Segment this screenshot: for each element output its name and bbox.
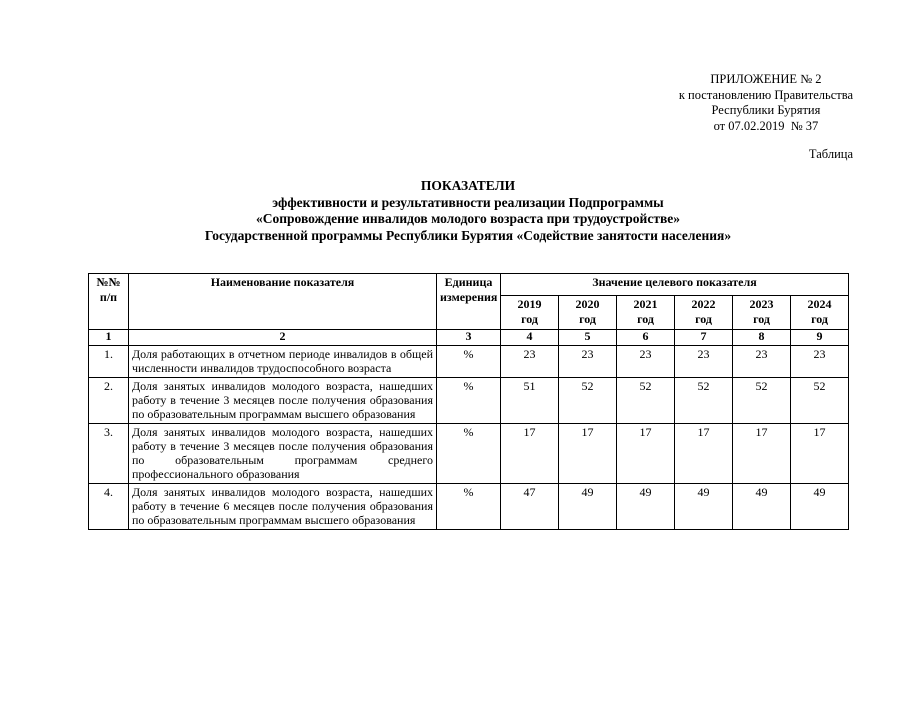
value-cell-2022: 52: [674, 377, 733, 424]
column-number-cell: 1: [88, 329, 129, 346]
value-cell-2021: 49: [616, 483, 675, 530]
value-cell-2023: 49: [732, 483, 791, 530]
column-number-cell: 7: [674, 329, 733, 346]
value-cell-2019: 47: [500, 483, 559, 530]
value-cell-2023: 52: [732, 377, 791, 424]
row-number-cell: 3.: [88, 423, 129, 484]
col-header-unit: Единица измерения: [436, 273, 501, 330]
column-number-cell: 6: [616, 329, 675, 346]
document-title: ПОКАЗАТЕЛИ эффективности и результативно…: [88, 178, 848, 244]
col-header-year-2019: 2019 год: [500, 295, 559, 330]
indicator-name-cell: Доля занятых инвалидов молодого возраста…: [128, 483, 437, 530]
col-header-year-2020: 2020 год: [558, 295, 617, 330]
column-number-cell: 9: [790, 329, 849, 346]
title-line: ПОКАЗАТЕЛИ: [420, 178, 516, 193]
table-row: 4. Доля занятых инвалидов молодого возра…: [88, 483, 849, 530]
value-cell-2021: 17: [616, 423, 675, 484]
column-number-cell: 3: [436, 329, 501, 346]
table-row: 3. Доля занятых инвалидов молодого возра…: [88, 423, 849, 484]
appendix-line: Республики Бурятия: [711, 103, 821, 117]
value-cell-2024: 49: [790, 483, 849, 530]
row-number-cell: 4.: [88, 483, 129, 530]
table-header-row-2: 2019 год 2020 год 2021 год 2022 год 2023…: [89, 295, 849, 330]
indicators-table: №№ п/п Наименование показателя Единица и…: [88, 273, 849, 530]
col-header-value-group: Значение целевого показателя: [500, 273, 849, 296]
value-cell-2019: 51: [500, 377, 559, 424]
row-number-cell: 1.: [88, 345, 129, 378]
value-cell-2021: 52: [616, 377, 675, 424]
column-number-cell: 4: [500, 329, 559, 346]
column-number-cell: 8: [732, 329, 791, 346]
column-number-cell: 2: [128, 329, 437, 346]
unit-cell: %: [436, 345, 501, 378]
unit-cell: %: [436, 483, 501, 530]
value-cell-2019: 17: [500, 423, 559, 484]
table-row: 1. Доля работающих в отчетном периоде ин…: [88, 345, 849, 378]
column-numbers-row: 1 2 3 4 5 6 7 8 9: [88, 329, 849, 346]
table-label: Таблица: [808, 147, 853, 161]
value-cell-2022: 49: [674, 483, 733, 530]
col-header-year-2023: 2023 год: [732, 295, 791, 330]
col-header-name: Наименование показателя: [128, 273, 437, 330]
value-cell-2022: 17: [674, 423, 733, 484]
appendix-line: ПРИЛОЖЕНИЕ № 2: [710, 72, 822, 86]
unit-cell: %: [436, 423, 501, 484]
document-page: ПРИЛОЖЕНИЕ № 2 к постановлению Правитель…: [0, 72, 905, 712]
appendix-line: к постановлению Правительства: [678, 87, 853, 102]
value-cell-2020: 49: [558, 483, 617, 530]
indicator-name-cell: Доля работающих в отчетном периоде инвал…: [128, 345, 437, 378]
value-cell-2021: 23: [616, 345, 675, 378]
table-row: 2. Доля занятых инвалидов молодого возра…: [88, 377, 849, 424]
value-cell-2023: 23: [732, 345, 791, 378]
table-header-row-1: №№ п/п Наименование показателя Единица и…: [88, 273, 849, 330]
title-line: «Сопровождение инвалидов молодого возрас…: [256, 211, 680, 226]
value-cell-2024: 17: [790, 423, 849, 484]
appendix-block: ПРИЛОЖЕНИЕ № 2 к постановлению Правитель…: [679, 72, 853, 134]
col-header-year-2024: 2024 год: [790, 295, 849, 330]
row-number-cell: 2.: [88, 377, 129, 424]
unit-cell: %: [436, 377, 501, 424]
col-header-num: №№ п/п: [88, 273, 129, 330]
value-cell-2023: 17: [732, 423, 791, 484]
appendix-line: от 07.02.2019 № 37: [713, 118, 819, 133]
value-cell-2020: 23: [558, 345, 617, 378]
title-line: Государственной программы Республики Бур…: [204, 227, 732, 243]
col-header-year-2022: 2022 год: [674, 295, 733, 330]
indicator-name-cell: Доля занятых инвалидов молодого возраста…: [128, 423, 437, 484]
col-header-year-2021: 2021 год: [616, 295, 675, 330]
value-cell-2020: 17: [558, 423, 617, 484]
value-cell-2022: 23: [674, 345, 733, 378]
column-number-cell: 5: [558, 329, 617, 346]
value-cell-2020: 52: [558, 377, 617, 424]
title-line: эффективности и результативности реализа…: [272, 194, 664, 210]
value-cell-2019: 23: [500, 345, 559, 378]
value-cell-2024: 23: [790, 345, 849, 378]
value-cell-2024: 52: [790, 377, 849, 424]
indicator-name-cell: Доля занятых инвалидов молодого возраста…: [128, 377, 437, 424]
